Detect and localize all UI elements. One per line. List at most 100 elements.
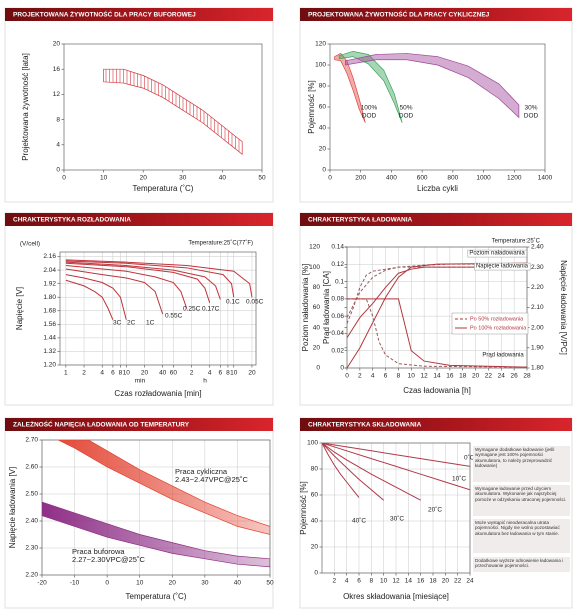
y-tick-label: 2.70 bbox=[25, 437, 38, 444]
y-tick-label: 120 bbox=[309, 244, 320, 251]
line-series bbox=[347, 262, 527, 368]
x-tick-label: 2 bbox=[333, 578, 337, 585]
x-tick-label: 50 bbox=[266, 580, 274, 587]
axis-label: Czas ładowania [h] bbox=[403, 386, 471, 395]
note: Wymagane ładowanie przed użyciem akumula… bbox=[473, 485, 570, 516]
range-band bbox=[42, 501, 270, 568]
line-series bbox=[322, 443, 360, 498]
line-series bbox=[65, 268, 164, 315]
panel-header bbox=[5, 8, 273, 21]
y-tick-label: 4 bbox=[56, 142, 60, 149]
y-tick-label: 12 bbox=[53, 91, 61, 98]
y-tick-label: 1.80 bbox=[531, 365, 544, 372]
series-label: 30% bbox=[524, 105, 537, 112]
annotation: Napięcie ładowania bbox=[476, 264, 529, 270]
y-tick-label: 0.12 bbox=[331, 261, 344, 268]
x-tick-label: 8 bbox=[119, 370, 123, 377]
panel-title: ZALEŻNOŚĆ NAPIĘCIA ŁADOWANIA OD TEMPERAT… bbox=[13, 420, 190, 429]
x-tick-label: -10 bbox=[70, 580, 80, 587]
y-tick-label: 2.30 bbox=[531, 264, 544, 271]
y-tick-label: 1.68 bbox=[43, 307, 56, 314]
plot-frame bbox=[346, 246, 528, 369]
annotation: Poziom naładowania bbox=[469, 251, 525, 257]
y-tick-label: 2.00 bbox=[531, 324, 544, 331]
legend-box bbox=[451, 312, 529, 335]
x-tick-label: 0 bbox=[328, 175, 332, 182]
x-tick-label: 12 bbox=[421, 373, 429, 380]
y-tick-label: 1.20 bbox=[43, 362, 56, 369]
panel-title: PROJEKTOWANA ŻYWOTNOŚĆ DLA PRACY CYKLICZ… bbox=[308, 10, 490, 19]
y-tick-label: 20 bbox=[53, 41, 61, 48]
line-series bbox=[65, 259, 253, 298]
axis-label: Temperatura (˚C) bbox=[126, 592, 187, 601]
line-series bbox=[65, 279, 114, 320]
note: Może wystąpić nieodwracalna utrata pojem… bbox=[473, 519, 570, 553]
y-tick-label: 40 bbox=[311, 518, 319, 525]
line-series bbox=[347, 266, 527, 339]
line-series bbox=[65, 261, 221, 300]
x-tick-label: 40 bbox=[234, 580, 242, 587]
x-tick-label: 30 bbox=[201, 580, 209, 587]
x-tick-label: 6 bbox=[384, 373, 388, 380]
y-tick-label: 80 bbox=[319, 83, 327, 90]
x-tick-label: 20 bbox=[140, 175, 148, 182]
plot-area bbox=[64, 44, 262, 170]
axis-label: Napięcie ładowania [V/PC] bbox=[559, 260, 568, 355]
series-label: 2.27~2.30VPC@25˚C bbox=[72, 555, 145, 564]
plot-frame bbox=[63, 43, 263, 171]
y-tick-label: 2.16 bbox=[43, 253, 56, 260]
series-label: 0˚C bbox=[464, 454, 475, 462]
range-band bbox=[57, 440, 270, 535]
line-series bbox=[322, 443, 384, 501]
x-tick-label: 50 bbox=[258, 175, 266, 182]
x-tick-label: 20 bbox=[472, 373, 480, 380]
series-label: Praca cykliczna bbox=[175, 467, 228, 476]
line-series bbox=[347, 298, 527, 368]
y-tick-label: 20 bbox=[313, 345, 321, 352]
y-tick-label: 0.08 bbox=[331, 296, 344, 303]
y-tick-label: 60 bbox=[319, 104, 327, 111]
panel-title: CHRAKTERYSTYKA SKŁADOWANIA bbox=[308, 422, 422, 429]
axis-label: Projektowana żywotność [lata] bbox=[21, 53, 30, 161]
y-tick-label: 0.06 bbox=[331, 313, 344, 320]
x-tick-label: 1000 bbox=[476, 175, 491, 182]
axis-label: Prąd ładowania [CA] bbox=[322, 271, 331, 344]
line-series bbox=[65, 262, 211, 304]
panel-header bbox=[5, 213, 273, 226]
line-series bbox=[322, 443, 421, 501]
series-label: 1C bbox=[146, 320, 155, 327]
x-unit: h bbox=[203, 378, 207, 385]
y-tick-label: 0 bbox=[56, 167, 60, 174]
y-tick-label: 0.1 bbox=[335, 278, 344, 285]
x-tick-label: 8 bbox=[370, 578, 374, 585]
x-tick-label: 800 bbox=[447, 175, 458, 182]
x-tick-label: 16 bbox=[417, 578, 425, 585]
series-group bbox=[42, 440, 270, 568]
y-tick-label: 0 bbox=[340, 365, 344, 372]
series-label: 30˚C bbox=[390, 515, 404, 523]
x-unit: min bbox=[135, 378, 146, 385]
y-tick-label: 1.80 bbox=[43, 294, 56, 301]
y-tick-label: 8 bbox=[56, 116, 60, 123]
y-tick-label: 1.44 bbox=[43, 335, 56, 342]
annotation: Prąd ładowania bbox=[482, 353, 524, 359]
annotation: Temperature:25˚C(77˚F) bbox=[188, 240, 253, 247]
x-tick-label: 8 bbox=[397, 373, 401, 380]
x-tick-label: 6 bbox=[111, 370, 115, 377]
x-tick-label: 1 bbox=[64, 370, 68, 377]
x-tick-label: 20 bbox=[141, 370, 149, 377]
plot-frame bbox=[59, 251, 257, 366]
axis-label: Temperatura (˚C) bbox=[133, 184, 194, 193]
series-group bbox=[65, 259, 253, 320]
x-tick-label: 40 bbox=[159, 370, 167, 377]
x-tick-label: 24 bbox=[466, 578, 474, 585]
x-tick-label: 4 bbox=[345, 578, 349, 585]
x-tick-label: 18 bbox=[459, 373, 467, 380]
x-tick-label: 40 bbox=[219, 175, 227, 182]
line-series bbox=[347, 263, 527, 318]
panel-header bbox=[300, 8, 572, 21]
series-label: 0.05C bbox=[246, 299, 264, 306]
x-tick-label: 1400 bbox=[538, 175, 553, 182]
x-tick-label: 14 bbox=[433, 373, 441, 380]
